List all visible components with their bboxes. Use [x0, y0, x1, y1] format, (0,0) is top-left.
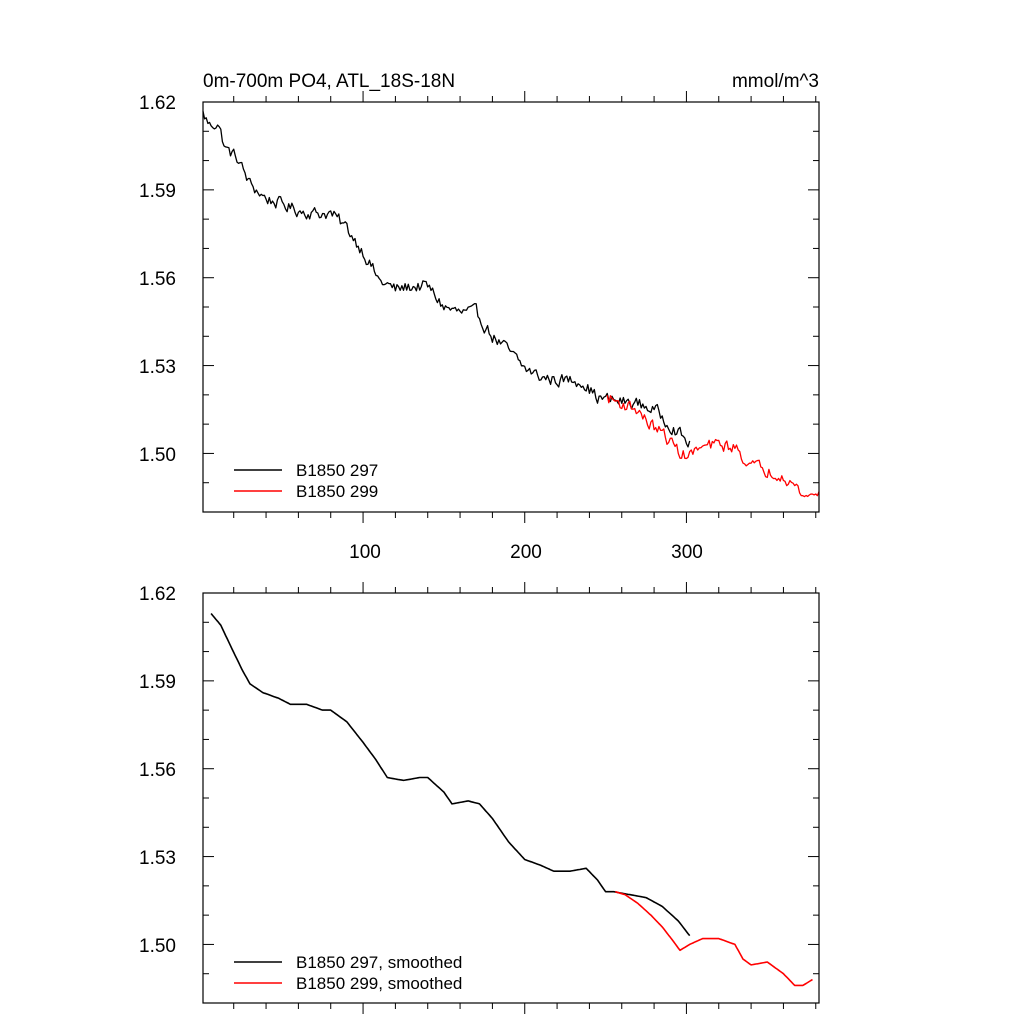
- series-line-black: [210, 613, 691, 937]
- series-layer: [210, 613, 813, 987]
- legend: B1850 297 B1850 299: [234, 461, 378, 501]
- y-tick-label: 1.62: [139, 93, 176, 114]
- legend: B1850 297, smoothed B1850 299, smoothed: [234, 953, 462, 993]
- x-tick-label: 200: [510, 542, 542, 563]
- legend-label: B1850 297: [296, 461, 378, 480]
- y-tick-label: 1.53: [139, 357, 176, 378]
- y-tick-label: 1.50: [139, 445, 176, 466]
- legend-label: B1850 299, smoothed: [296, 974, 462, 993]
- top-panel: 0m-700m PO4, ATL_18S-18N mmol/m^3 1.62 1…: [139, 71, 820, 563]
- y-tick-label: 1.59: [139, 181, 176, 202]
- x-axis-ticks: [233, 582, 817, 1014]
- y-tick-label: 1.50: [139, 936, 176, 957]
- x-tick-label: 100: [349, 542, 381, 563]
- chart-title: 0m-700m PO4, ATL_18S-18N: [203, 71, 455, 92]
- y-tick-label: 1.53: [139, 848, 176, 869]
- x-tick-label: 300: [671, 542, 703, 563]
- y-axis-ticks: [203, 592, 819, 945]
- series-line-black: [202, 111, 691, 448]
- series-line-red: [615, 890, 813, 987]
- y-axis-minor-ticks: [203, 130, 819, 513]
- legend-label: B1850 299: [296, 482, 378, 501]
- y-tick-label: 1.56: [139, 269, 176, 290]
- plot-frame: [202, 101, 820, 513]
- y-axis-ticks: [203, 101, 819, 454]
- y-tick-label: 1.56: [139, 760, 176, 781]
- bottom-panel: 1.62 1.59 1.56 1.53 1.50 B1850 297, smoo…: [139, 582, 820, 1014]
- series-line-red: [606, 395, 820, 498]
- y-axis-minor-ticks: [203, 621, 819, 1004]
- series-layer: [202, 111, 820, 498]
- legend-label: B1850 297, smoothed: [296, 953, 462, 972]
- units-label: mmol/m^3: [732, 71, 819, 92]
- y-tick-label: 1.59: [139, 672, 176, 693]
- y-tick-label: 1.62: [139, 584, 176, 605]
- x-axis-ticks: [233, 91, 817, 523]
